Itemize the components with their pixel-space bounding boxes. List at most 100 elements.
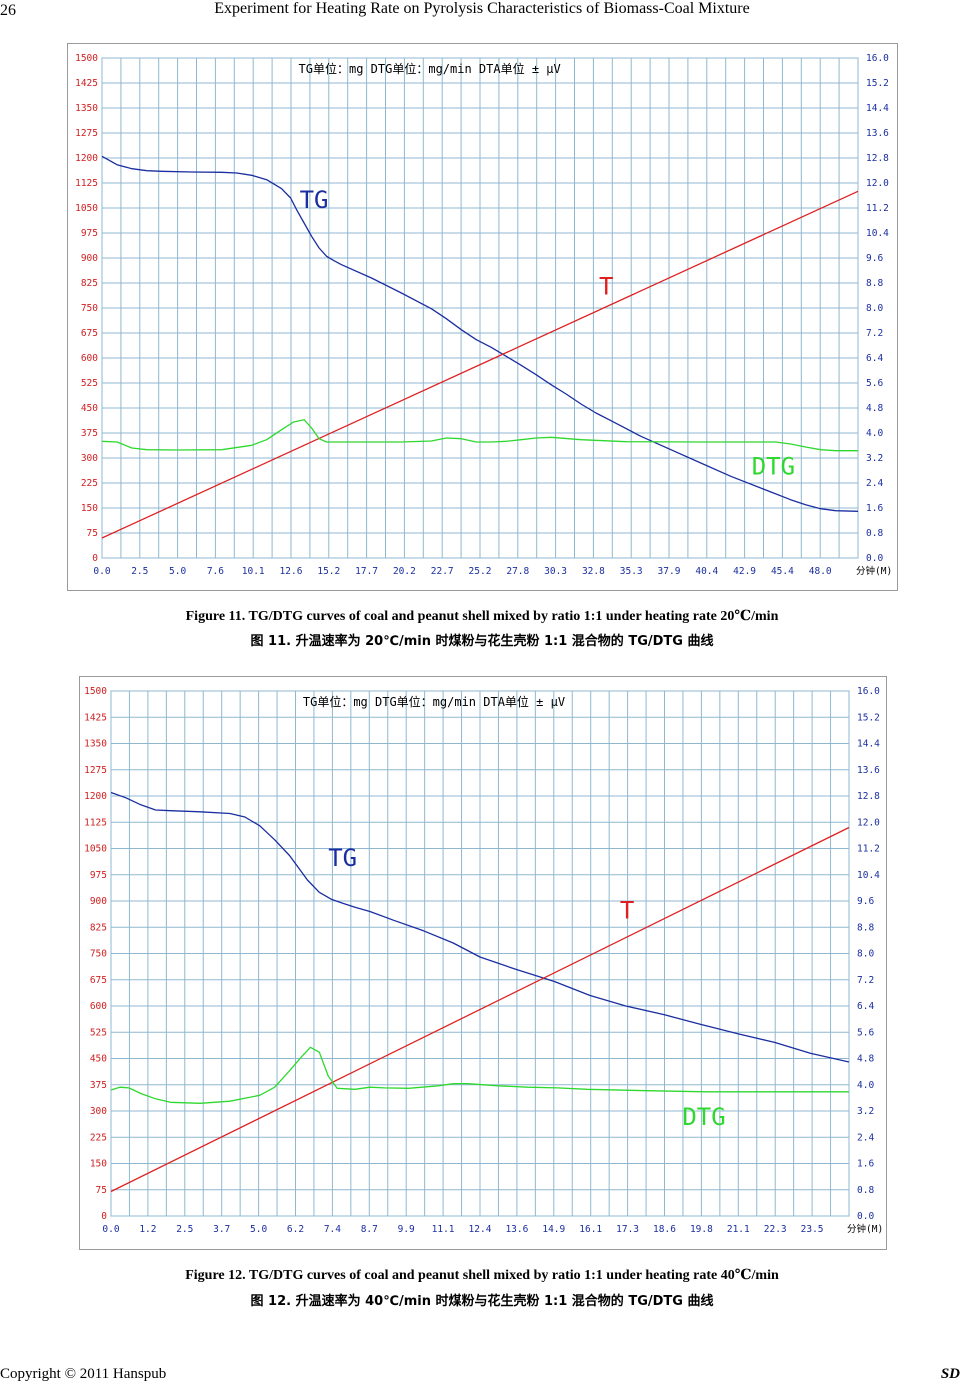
y-left-tick-label: 675 bbox=[90, 975, 107, 986]
x-tick-label: 17.7 bbox=[355, 566, 378, 577]
y-left-tick-label: 1200 bbox=[84, 791, 107, 802]
x-unit-label: 分钟(M) bbox=[847, 1223, 883, 1235]
y-left-tick-label: 525 bbox=[90, 1027, 107, 1038]
x-tick-label: 35.3 bbox=[620, 566, 643, 577]
y-right-tick-label: 0.8 bbox=[857, 1185, 874, 1196]
y-right-tick-label: 4.0 bbox=[866, 428, 883, 439]
y-right-tick-label: 1.6 bbox=[866, 503, 883, 514]
x-tick-label: 15.2 bbox=[317, 566, 340, 577]
y-left-tick-label: 225 bbox=[81, 478, 98, 489]
running-title: Experiment for Heating Rate on Pyrolysis… bbox=[214, 0, 750, 17]
series-t-label: T bbox=[620, 897, 634, 925]
y-right-tick-label: 3.2 bbox=[857, 1106, 874, 1117]
x-tick-label: 1.2 bbox=[139, 1224, 156, 1235]
x-tick-label: 2.5 bbox=[131, 566, 148, 577]
y-left-tick-label: 150 bbox=[81, 503, 98, 514]
x-tick-label: 42.9 bbox=[733, 566, 756, 577]
x-tick-label: 6.2 bbox=[287, 1224, 304, 1235]
y-right-tick-label: 14.4 bbox=[866, 103, 889, 114]
y-right-tick-label: 11.2 bbox=[866, 203, 889, 214]
series-tg-line bbox=[110, 791, 850, 1063]
figure-11-caption-en: Figure 11. TG/DTG curves of coal and pea… bbox=[185, 609, 779, 624]
y-left-tick-label: 0 bbox=[101, 1211, 107, 1222]
series-t-line bbox=[110, 826, 850, 1193]
y-left-tick-label: 1050 bbox=[84, 844, 107, 855]
y-left-tick-label: 825 bbox=[81, 278, 98, 289]
y-left-tick-label: 450 bbox=[90, 1054, 107, 1065]
y-left-tick-label: 0 bbox=[92, 553, 98, 564]
journal-abbrev: SD bbox=[940, 1366, 960, 1382]
x-tick-label: 10.1 bbox=[242, 566, 265, 577]
chart-figure-12: 0 75 150 225 300 375 450 525 600 675 750 825 900 975 1… bbox=[79, 676, 887, 1250]
y-left-tick-label: 450 bbox=[81, 403, 98, 414]
x-tick-label: 7.4 bbox=[324, 1224, 341, 1235]
x-tick-label: 32.8 bbox=[582, 566, 605, 577]
y-left-tick-label: 1125 bbox=[75, 178, 98, 189]
y-right-tick-label: 0.0 bbox=[866, 553, 883, 564]
y-right-tick-label: 4.8 bbox=[866, 403, 883, 414]
x-tick-label: 27.8 bbox=[506, 566, 529, 577]
y-right-tick-label: 4.0 bbox=[857, 1080, 874, 1091]
y-left-tick-label: 750 bbox=[90, 949, 107, 960]
y-right-tick-label: 16.0 bbox=[857, 686, 880, 697]
y-right-tick-label: 12.8 bbox=[857, 791, 880, 802]
series-dtg-line bbox=[110, 1046, 849, 1104]
y-right-tick-label: 4.8 bbox=[857, 1054, 874, 1065]
units-header: TG单位：mg DTG单位：mg/min DTA单位 ± μV bbox=[303, 694, 565, 709]
y-left-tick-label: 225 bbox=[90, 1132, 107, 1143]
y-left-tick-label: 1350 bbox=[75, 103, 98, 114]
y-left-tick-label: 150 bbox=[90, 1159, 107, 1170]
units-header: TG单位：mg DTG单位：mg/min DTA单位 ± μV bbox=[299, 61, 561, 76]
y-left-tick-label: 900 bbox=[81, 253, 98, 264]
x-tick-label: 40.4 bbox=[695, 566, 718, 577]
x-tick-label: 18.6 bbox=[653, 1224, 676, 1235]
x-tick-label: 12.4 bbox=[469, 1224, 492, 1235]
figure-12-caption-en: Figure 12. TG/DTG curves of coal and pea… bbox=[185, 1268, 779, 1283]
y-left-tick-label: 1050 bbox=[75, 203, 98, 214]
y-right-tick-label: 11.2 bbox=[857, 844, 880, 855]
y-right-tick-label: 8.8 bbox=[857, 922, 874, 933]
x-tick-label: 37.9 bbox=[658, 566, 681, 577]
y-right-tick-label: 7.2 bbox=[866, 328, 883, 339]
y-left-tick-label: 1500 bbox=[75, 53, 98, 64]
y-left-tick-label: 1275 bbox=[84, 765, 107, 776]
y-right-tick-label: 10.4 bbox=[866, 228, 889, 239]
y-left-tick-label: 825 bbox=[90, 922, 107, 933]
figure-11-caption-cn: 图 11. 升温速率为 20℃/min 时煤粉与花生壳粉 1:1 混合物的 TG… bbox=[250, 634, 714, 649]
x-tick-label: 7.6 bbox=[207, 566, 224, 577]
series-dtg-line bbox=[101, 419, 858, 452]
x-tick-label: 17.3 bbox=[616, 1224, 639, 1235]
x-tick-label: 21.1 bbox=[727, 1224, 750, 1235]
y-right-tick-label: 15.2 bbox=[866, 78, 889, 89]
y-left-tick-label: 300 bbox=[90, 1106, 107, 1117]
y-right-tick-label: 8.0 bbox=[857, 949, 874, 960]
y-right-tick-label: 5.6 bbox=[866, 378, 883, 389]
y-left-tick-label: 675 bbox=[81, 328, 98, 339]
y-right-tick-label: 12.8 bbox=[866, 153, 889, 164]
x-tick-label: 0.0 bbox=[102, 1224, 119, 1235]
y-right-tick-label: 5.6 bbox=[857, 1027, 874, 1038]
y-left-tick-label: 375 bbox=[81, 428, 98, 439]
y-right-tick-label: 6.4 bbox=[857, 1001, 874, 1012]
x-tick-label: 30.3 bbox=[544, 566, 567, 577]
chart-figure-11: 0 75 150 225 300 375 450 525 600 675 750 825 900 975 1… bbox=[67, 43, 898, 591]
x-tick-label: 16.1 bbox=[579, 1224, 602, 1235]
y-left-tick-label: 1275 bbox=[75, 128, 98, 139]
y-right-tick-label: 10.4 bbox=[857, 870, 880, 881]
series-tg-label: TG bbox=[300, 186, 329, 214]
page-number: 26 bbox=[0, 2, 16, 19]
y-right-tick-label: 7.2 bbox=[857, 975, 874, 986]
y-right-tick-label: 15.2 bbox=[857, 712, 880, 723]
figure-12-caption-cn: 图 12. 升温速率为 40℃/min 时煤粉与花生壳粉 1:1 混合物的 TG… bbox=[250, 1294, 714, 1309]
y-left-tick-label: 1425 bbox=[84, 712, 107, 723]
series-tg-label: TG bbox=[328, 844, 357, 872]
x-tick-label: 23.5 bbox=[801, 1224, 824, 1235]
y-right-tick-label: 1.6 bbox=[857, 1159, 874, 1170]
y-right-tick-label: 9.6 bbox=[857, 896, 874, 907]
x-tick-label: 0.0 bbox=[93, 566, 110, 577]
series-t-label: T bbox=[599, 273, 613, 301]
y-right-tick-label: 9.6 bbox=[866, 253, 883, 264]
x-tick-label: 5.0 bbox=[169, 566, 186, 577]
series-dtg-label: DTG bbox=[752, 453, 795, 481]
x-tick-label: 13.6 bbox=[505, 1224, 528, 1235]
